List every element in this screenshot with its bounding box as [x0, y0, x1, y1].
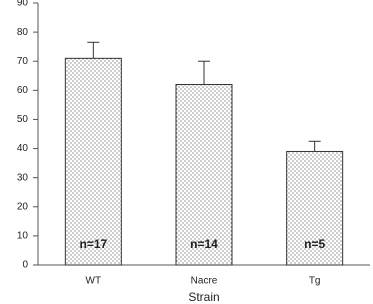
- x-tick-label: Nacre: [191, 276, 218, 287]
- y-tick-label: 40: [17, 143, 29, 154]
- y-tick-label: 80: [17, 27, 29, 38]
- y-tick-label: 30: [17, 172, 29, 183]
- y-tick-label: 0: [22, 260, 28, 271]
- y-tick-label: 10: [17, 231, 29, 242]
- annotation: n=14: [190, 237, 218, 251]
- x-axis-label: Strain: [188, 290, 219, 304]
- y-tick-label: 50: [17, 114, 29, 125]
- y-tick-label: 20: [17, 201, 29, 212]
- y-tick-label: 60: [17, 85, 29, 96]
- bar: [64, 57, 122, 266]
- x-tick-label: WT: [86, 276, 102, 287]
- annotation: n=5: [304, 237, 325, 251]
- y-tick-label: 90: [17, 0, 29, 9]
- annotation: n=17: [79, 237, 107, 251]
- x-tick-label: Tg: [309, 276, 321, 287]
- bar: [175, 84, 233, 266]
- y-tick-label: 70: [17, 56, 29, 67]
- bar: [286, 150, 344, 266]
